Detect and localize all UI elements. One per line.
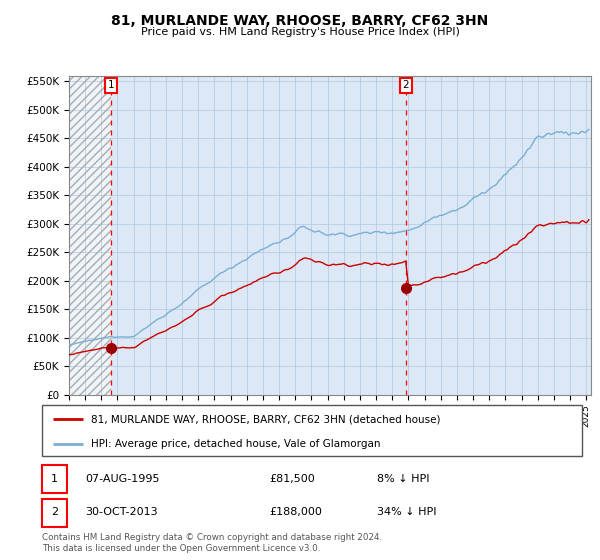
Text: 81, MURLANDE WAY, RHOOSE, BARRY, CF62 3HN: 81, MURLANDE WAY, RHOOSE, BARRY, CF62 3H…	[112, 14, 488, 28]
Text: Price paid vs. HM Land Registry's House Price Index (HPI): Price paid vs. HM Land Registry's House …	[140, 27, 460, 37]
81, MURLANDE WAY, RHOOSE, BARRY, CF62 3HN (detached house)	[193, 307, 200, 314]
HPI: Average price, detached house, Vale of Glamorgan: (2.01e+03, 2.85e+05): Average price, detached house, Vale of G…	[370, 229, 377, 236]
Text: Contains HM Land Registry data © Crown copyright and database right 2024.
This d: Contains HM Land Registry data © Crown c…	[42, 533, 382, 553]
Line: 81, MURLANDE WAY, RHOOSE, BARRY, CF62 3HN (detached house): 81, MURLANDE WAY, RHOOSE, BARRY, CF62 3H…	[69, 220, 589, 354]
Text: 34% ↓ HPI: 34% ↓ HPI	[377, 507, 436, 517]
HPI: Average price, detached house, Vale of Glamorgan: (1.99e+03, 9.72e+04): Average price, detached house, Vale of G…	[94, 336, 101, 343]
Text: 1: 1	[108, 80, 115, 90]
Text: £188,000: £188,000	[269, 507, 322, 517]
81, MURLANDE WAY, RHOOSE, BARRY, CF62 3HN (detached house)	[585, 216, 592, 223]
Text: 1: 1	[51, 474, 58, 484]
Text: 2: 2	[51, 507, 58, 517]
81, MURLANDE WAY, RHOOSE, BARRY, CF62 3HN (detached house)	[199, 305, 206, 311]
HPI: Average price, detached house, Vale of Glamorgan: (2e+03, 1.84e+05): Average price, detached house, Vale of G…	[193, 287, 200, 293]
81, MURLANDE WAY, RHOOSE, BARRY, CF62 3HN (detached house)	[207, 302, 214, 309]
Bar	[42, 499, 67, 526]
HPI: Average price, detached house, Vale of Glamorgan: (1.99e+03, 8.8e+04): Average price, detached house, Vale of G…	[65, 341, 73, 348]
HPI: Average price, detached house, Vale of Glamorgan: (2e+03, 1.91e+05): Average price, detached house, Vale of G…	[199, 283, 206, 290]
Text: HPI: Average price, detached house, Vale of Glamorgan: HPI: Average price, detached house, Vale…	[91, 438, 380, 449]
Text: 8% ↓ HPI: 8% ↓ HPI	[377, 474, 430, 484]
Text: 2: 2	[403, 80, 409, 90]
81, MURLANDE WAY, RHOOSE, BARRY, CF62 3HN (detached house)	[65, 351, 73, 358]
81, MURLANDE WAY, RHOOSE, BARRY, CF62 3HN (detached house)	[94, 346, 101, 353]
Text: 81, MURLANDE WAY, RHOOSE, BARRY, CF62 3HN (detached house): 81, MURLANDE WAY, RHOOSE, BARRY, CF62 3H…	[91, 414, 440, 424]
HPI: Average price, detached house, Vale of Glamorgan: (2.03e+03, 4.66e+05): Average price, detached house, Vale of G…	[585, 126, 592, 133]
81, MURLANDE WAY, RHOOSE, BARRY, CF62 3HN (detached house)	[370, 260, 377, 267]
HPI: Average price, detached house, Vale of Glamorgan: (2e+03, 2.09e+05): Average price, detached house, Vale of G…	[214, 272, 221, 279]
Text: £81,500: £81,500	[269, 474, 314, 484]
Text: 30-OCT-2013: 30-OCT-2013	[85, 507, 158, 517]
Line: HPI: Average price, detached house, Vale of Glamorgan: HPI: Average price, detached house, Vale…	[69, 129, 589, 344]
Text: 07-AUG-1995: 07-AUG-1995	[85, 474, 160, 484]
HPI: Average price, detached house, Vale of Glamorgan: (2e+03, 1.98e+05): Average price, detached house, Vale of G…	[207, 278, 214, 285]
81, MURLANDE WAY, RHOOSE, BARRY, CF62 3HN (detached house)	[214, 296, 221, 302]
Bar	[42, 465, 67, 493]
